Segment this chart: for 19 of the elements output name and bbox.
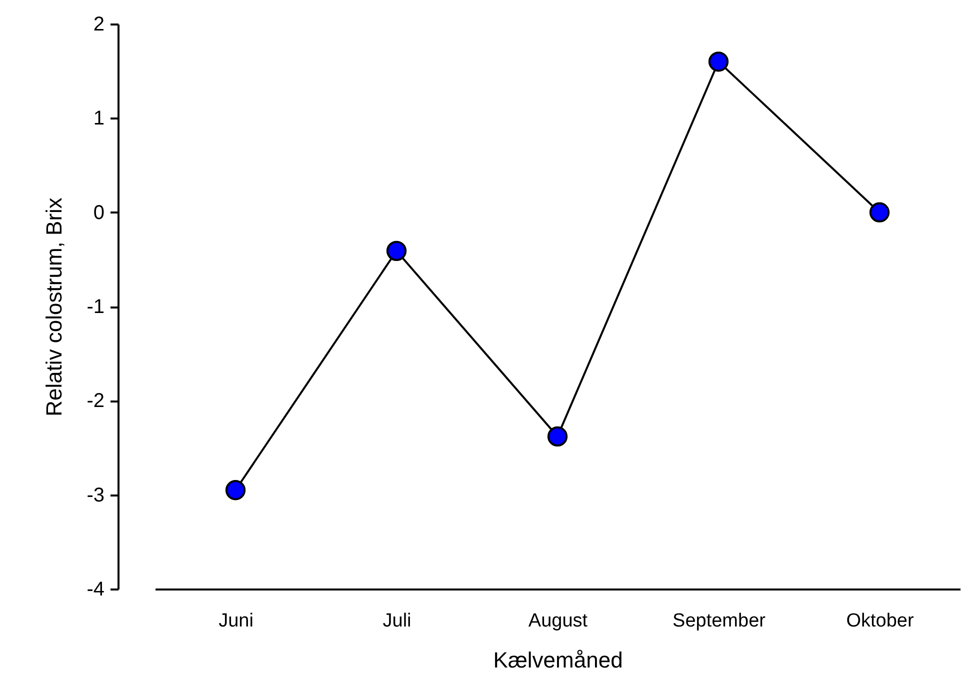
y-tick-label: -1 <box>86 296 104 318</box>
y-tick-label: -3 <box>86 484 104 506</box>
x-tick-label: Juli <box>382 610 412 632</box>
point <box>708 52 729 72</box>
y-tick-label: -4 <box>86 578 104 600</box>
y-tick-label: -2 <box>86 390 104 412</box>
x-axis-title: Kælvemåned <box>493 648 623 672</box>
point <box>386 240 407 262</box>
x-tick-label: Juni <box>218 610 254 632</box>
y-tick-label: 2 <box>93 14 104 36</box>
point <box>225 480 246 500</box>
x-tick-label: September <box>672 610 766 632</box>
point <box>547 426 568 447</box>
y-axis-title: Relativ colostrum, Brix <box>42 198 67 416</box>
x-tick-label: Oktober <box>846 610 914 632</box>
point <box>869 202 890 222</box>
x-tick-label: August <box>528 610 588 632</box>
y-tick-label: 1 <box>93 108 104 130</box>
y-tick-label: 0 <box>93 202 104 224</box>
